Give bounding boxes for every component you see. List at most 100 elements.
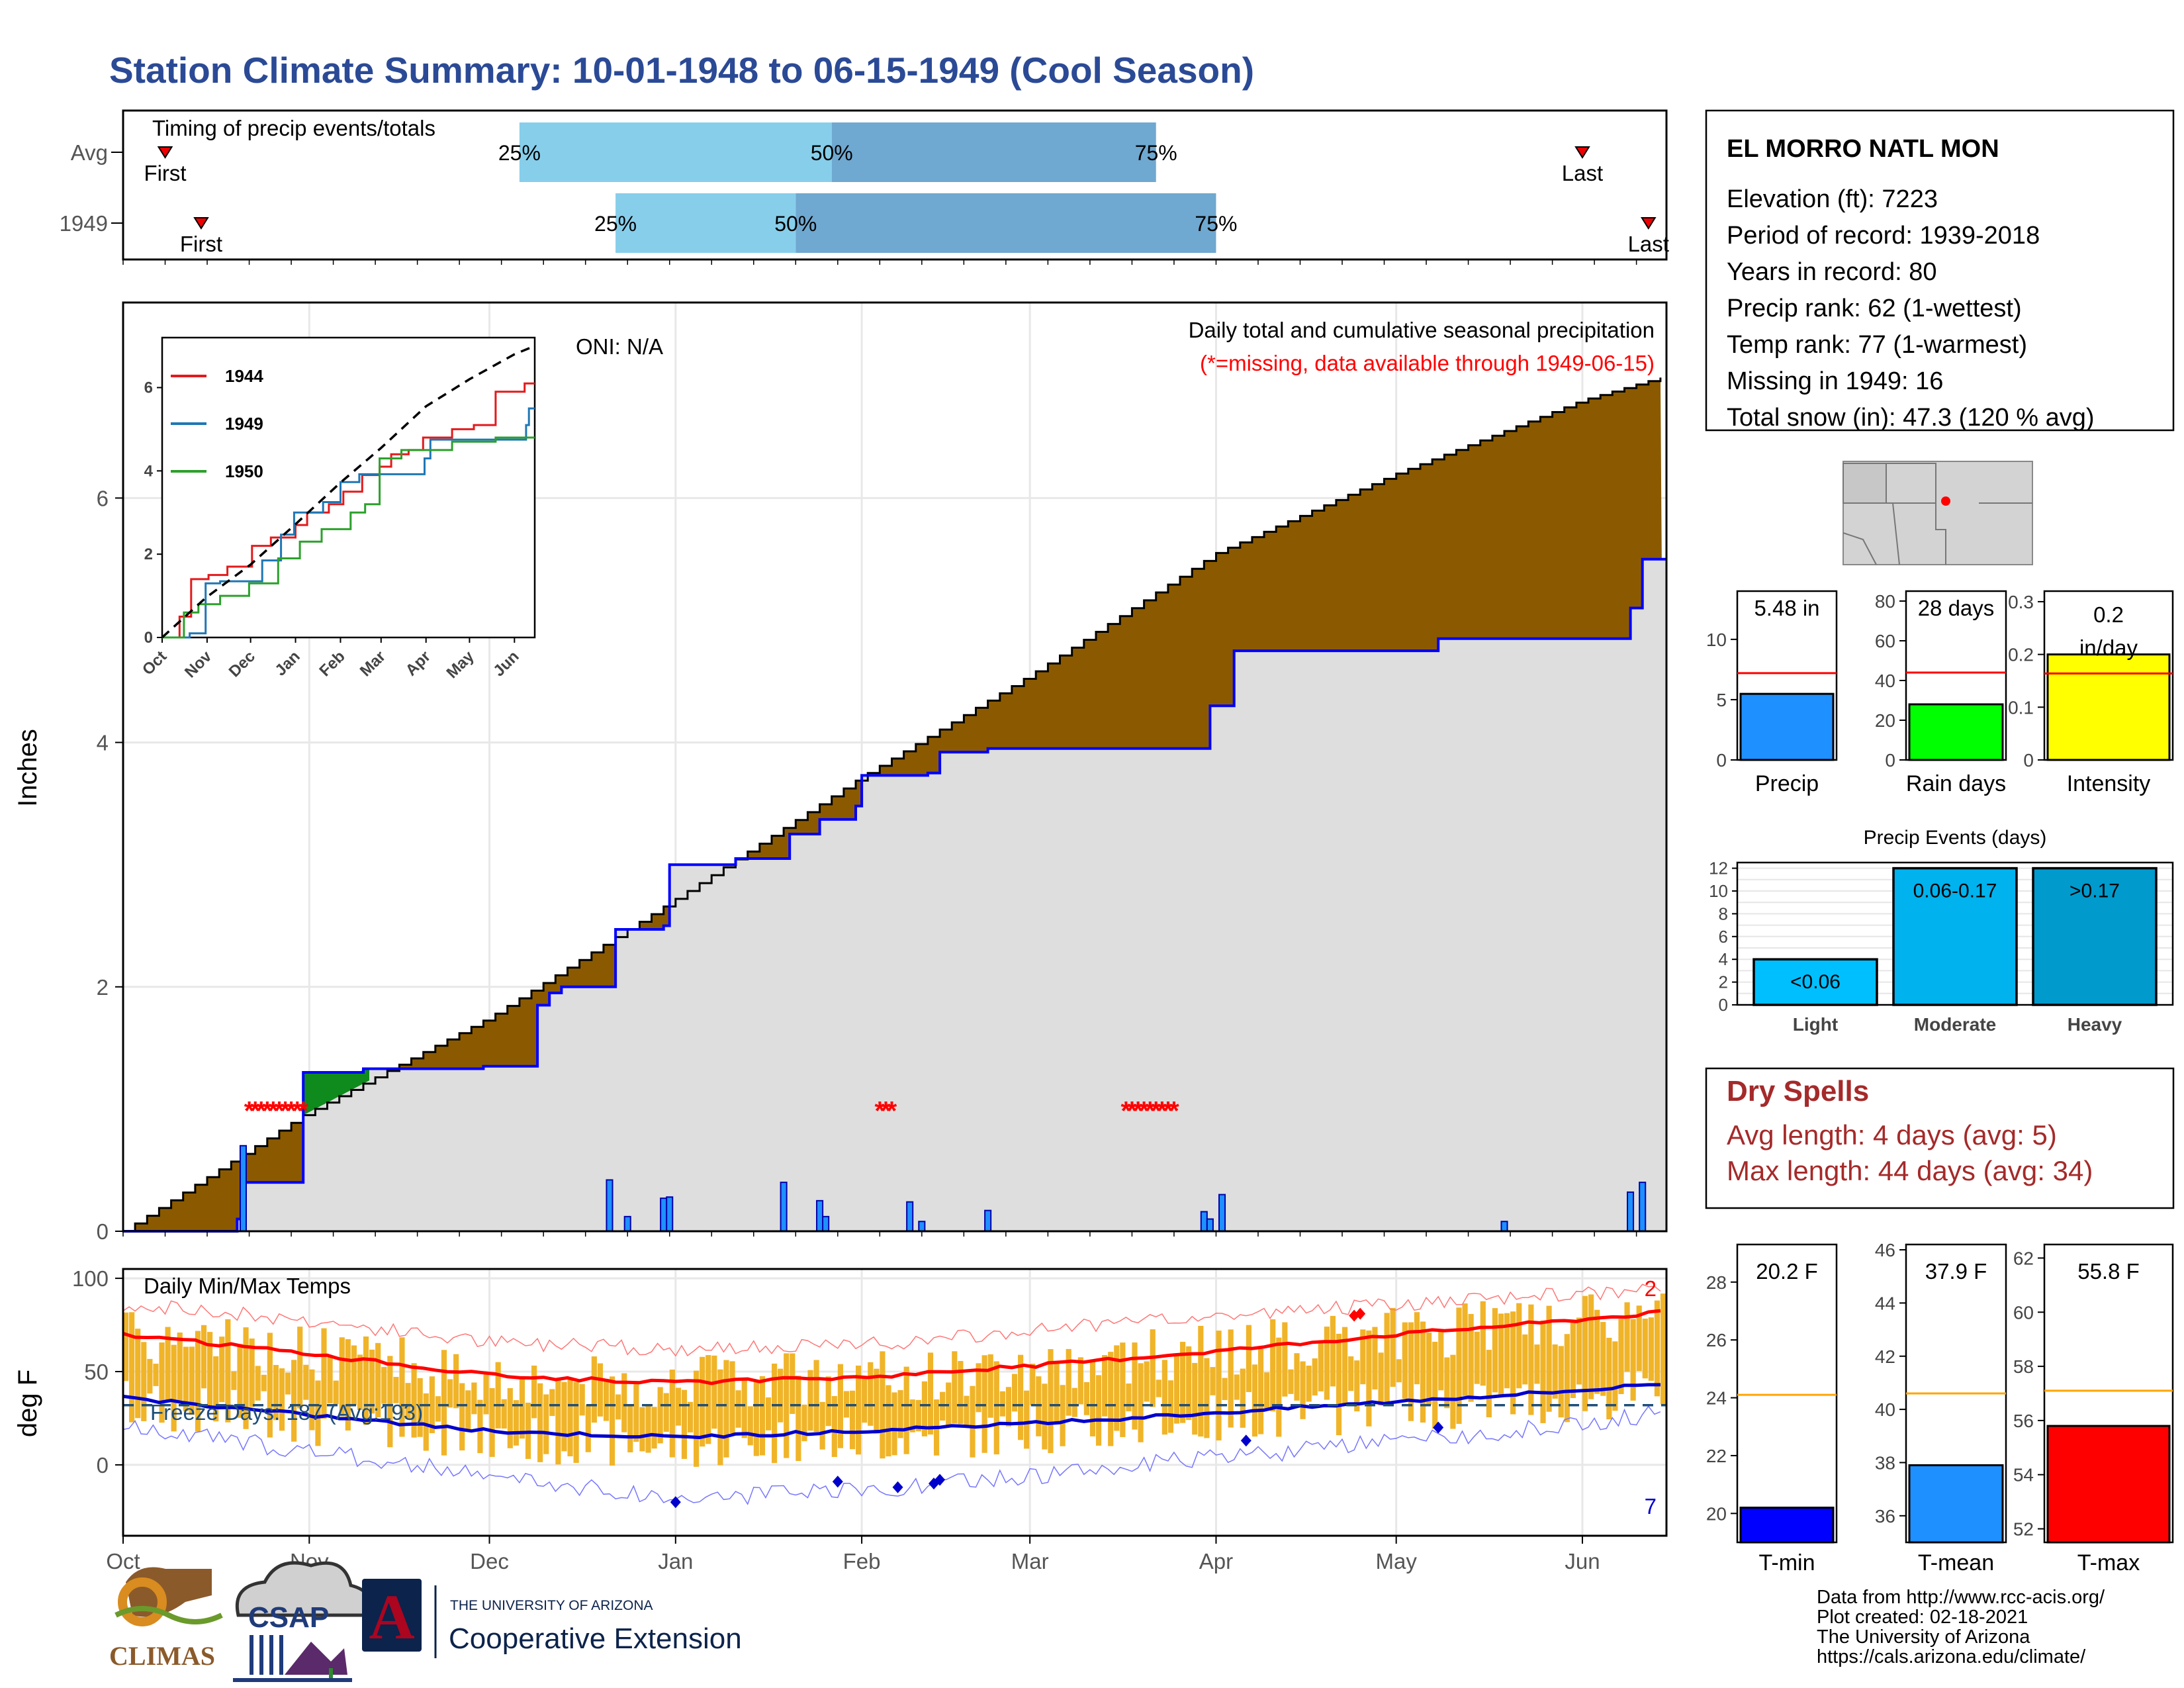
daily-temp-bar — [141, 1342, 147, 1421]
season-value-label: 28 days — [1918, 596, 1995, 620]
timing-first-marker — [157, 146, 173, 159]
daily-temp-bar — [819, 1401, 825, 1450]
events-ytick-label: 10 — [1709, 881, 1728, 901]
temp-summary-value: 55.8 F — [2077, 1259, 2140, 1284]
daily-temp-bar — [387, 1356, 393, 1448]
events-bar-label: 0.06-0.17 — [1913, 880, 1997, 902]
daily-temp-bar — [1114, 1345, 1120, 1431]
daily-temp-bar — [1528, 1304, 1534, 1415]
daily-temp-bar — [255, 1366, 261, 1401]
events-xlabel: Light — [1793, 1014, 1838, 1035]
daily-precip-bar — [1639, 1182, 1647, 1232]
events-ytick-label: 6 — [1719, 927, 1728, 947]
daily-temp-bar — [1540, 1320, 1546, 1423]
missing-marker: * — [256, 1096, 267, 1125]
daily-temp-bar — [1246, 1325, 1251, 1392]
daily-temp-bar — [1534, 1344, 1540, 1384]
daily-temp-bar — [1294, 1353, 1300, 1401]
daily-temp-bar — [952, 1351, 958, 1424]
daily-temp-bar — [1492, 1308, 1498, 1393]
daily-temp-bar — [765, 1397, 772, 1430]
daily-precip-bar — [816, 1199, 824, 1232]
daily-temp-bar — [1426, 1333, 1432, 1405]
daily-temp-bar — [1450, 1354, 1456, 1429]
daily-temp-bar — [970, 1385, 976, 1458]
daily-temp-bar — [958, 1360, 964, 1425]
daily-temp-bar — [573, 1382, 579, 1463]
daily-temp-bar — [465, 1390, 471, 1430]
daily-temp-bar — [825, 1376, 831, 1427]
daily-temp-bar — [243, 1327, 249, 1429]
daily-temp-bar — [123, 1312, 129, 1382]
ua-top-text: THE UNIVERSITY OF ARIZONA — [450, 1598, 653, 1613]
cum-observed-area — [123, 559, 1666, 1231]
temp-summary-ytick-label: 42 — [1875, 1346, 1895, 1367]
daily-temp-bar — [687, 1401, 694, 1432]
daily-temp-bar — [1132, 1342, 1138, 1430]
daily-temp-bar — [1336, 1333, 1342, 1436]
daily-temp-bar — [1089, 1359, 1096, 1436]
missing-marker: * — [250, 1096, 261, 1125]
daily-temp-bar — [1474, 1331, 1480, 1384]
temp-summary-xlabel: T-mean — [1918, 1550, 1994, 1575]
season-ytick-label: 0 — [1716, 750, 1727, 771]
temp-summary-ytick-label: 36 — [1875, 1506, 1895, 1526]
footer: CLIMAS CSAP A THE UNIVERSITY OF ARIZONA … — [109, 1561, 2105, 1682]
daily-temp-bar — [1636, 1305, 1642, 1372]
csap-text: CSAP — [248, 1601, 329, 1634]
daily-temp-bar — [1558, 1346, 1564, 1418]
daily-precip-bar — [1206, 1218, 1214, 1232]
temp-ytick-label: 50 — [84, 1360, 109, 1384]
daily-temp-bar — [1306, 1366, 1312, 1402]
temp-summary-ytick-label: 24 — [1706, 1388, 1727, 1409]
daily-temp-bar — [189, 1346, 195, 1415]
season-value-label: in/day — [2079, 635, 2138, 660]
daily-temp-bar — [579, 1383, 585, 1416]
credit-line-1: Data from http://www.rcc-acis.org/ — [1817, 1587, 2105, 1608]
station-elevation: Elevation (ft): 7223 — [1727, 185, 1938, 213]
station-snow: Total snow (in): 47.3 (120 % avg) — [1727, 404, 2095, 432]
missing-marker: * — [1121, 1096, 1132, 1125]
station-missing: Missing in 1949: 16 — [1727, 367, 1943, 395]
temp-xtick-label: Jun — [1565, 1549, 1600, 1573]
daily-temp-bar — [723, 1360, 729, 1458]
daily-temp-bar — [1167, 1380, 1174, 1433]
missing-marker: * — [262, 1096, 273, 1125]
timing-p75-label: 75% — [1135, 141, 1177, 165]
timing-p25-label: 25% — [594, 212, 637, 236]
missing-marker: * — [875, 1096, 886, 1125]
timing-p50-label: 50% — [774, 212, 817, 236]
temp-summary-ytick-label: 44 — [1875, 1293, 1895, 1313]
season-ytick-label: 40 — [1875, 671, 1895, 691]
cum-ytick-label: 4 — [97, 731, 109, 755]
daily-temp-bar — [489, 1388, 495, 1457]
daily-temp-bar — [1173, 1354, 1180, 1424]
missing-marker: * — [274, 1096, 285, 1125]
temp-xtick-label: Dec — [470, 1549, 509, 1573]
daily-temp-bar — [1504, 1313, 1510, 1389]
daily-temp-bar — [1402, 1322, 1408, 1399]
cum-ytick-label: 2 — [97, 975, 109, 1000]
daily-temp-bar — [1005, 1387, 1012, 1427]
events-ytick-label: 4 — [1719, 949, 1728, 969]
daily-temp-bar — [915, 1399, 921, 1432]
daily-temp-bar — [135, 1329, 141, 1419]
daily-temp-bar — [273, 1364, 279, 1421]
season-xlabel: Precip — [1755, 771, 1819, 796]
daily-temp-bar — [453, 1354, 459, 1409]
daily-precip-bar — [1500, 1221, 1508, 1232]
csap-logo: CSAP — [233, 1561, 372, 1682]
daily-temp-bar — [1354, 1360, 1360, 1412]
daily-temp-bar — [153, 1364, 159, 1386]
daily-temp-bar — [375, 1342, 381, 1417]
daily-temp-bar — [435, 1396, 441, 1422]
daily-temp-bar — [519, 1378, 525, 1439]
record-high-marker — [1349, 1309, 1360, 1322]
temp-summary-ytick-label: 46 — [1875, 1240, 1895, 1260]
season-bar-1 — [1908, 703, 2004, 761]
timing-last-marker — [1640, 217, 1657, 230]
record-low-envelope — [122, 1405, 1661, 1505]
daily-temp-bar — [741, 1379, 747, 1438]
